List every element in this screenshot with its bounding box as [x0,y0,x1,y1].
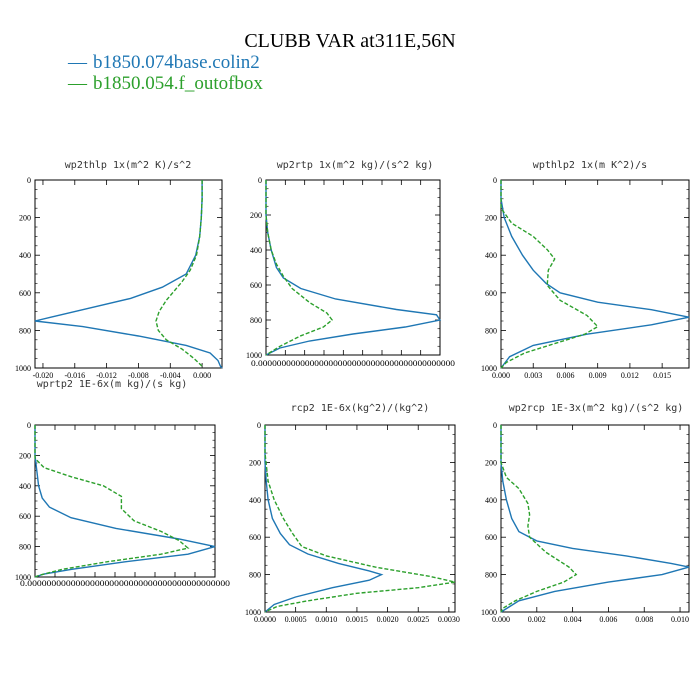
y-tick-label: 0 [27,421,31,430]
series-line-base [265,180,442,356]
x-tick-label: 0.000 [492,615,510,624]
panel-title: rcp2 1E-6x(kg^2)/(kg^2) [291,403,429,414]
y-tick-label: 1000 [481,364,497,373]
panel-3: wpthlp2 1x(m K^2)/s020040060080010000.00… [481,160,690,380]
x-tick-label: 0.006 [599,615,617,624]
y-tick-label: 0 [258,176,262,185]
y-tick-label: 800 [249,571,261,580]
series-line-outofbox [265,180,334,356]
x-tick-label: 0.000 [492,371,510,380]
y-tick-label: 1000 [15,573,31,582]
y-tick-label: 600 [250,281,262,290]
series-line-base [34,425,216,578]
series-line-base [34,180,223,369]
series-line-base [500,425,690,613]
plot-frame [264,424,456,613]
y-tick-label: 800 [485,326,497,335]
plot-frame [265,179,441,356]
panel-1: wp2thlp 1x(m^2 K)/s^202004006008001000-0… [15,160,223,380]
x-tick-label: 0.012 [621,371,639,380]
x-tick-label: 0.0020 [377,615,399,624]
y-tick-label: 600 [19,289,31,298]
panel-title: wp2rtp 1x(m^2 kg)/(s^2 kg) [277,160,434,171]
series-line-base [500,180,690,369]
x-tick-label: -0.016 [64,371,85,380]
figure-title: CLUBB VAR at311E,56N [244,30,456,52]
y-tick-label: 1000 [246,351,262,360]
y-tick-label: 400 [249,496,261,505]
x-tick-label: 0.0030 [438,615,460,624]
y-tick-label: 600 [485,289,497,298]
series-line-outofbox [155,180,203,368]
series-line-base [264,425,384,613]
series-line-outofbox [34,425,190,578]
legend-swatch-outofbox: — [68,73,87,94]
x-tick-label: 0.004 [564,615,582,624]
x-tick-label: 0.006 [556,371,574,380]
y-tick-label: 0 [27,176,31,185]
y-tick-label: 0 [493,421,497,430]
y-tick-label: 800 [19,543,31,552]
panel-6: wp2rcp 1E-3x(m^2 kg)/(s^2 kg) 0 200 400 600 8… [481,403,690,624]
y-tick-label: 400 [485,251,497,260]
panel-title: wpthlp2 1x(m K^2)/s [533,160,647,171]
x-tick-label: -0.008 [128,371,149,380]
x-tick-label: -0.012 [96,371,117,380]
y-tick-label: 200 [19,214,31,223]
x-tick-label: 0.015 [653,371,671,380]
y-tick-label: 400 [485,496,497,505]
x-tick-label-overlap: 0.00000000000000000000000000000000000000… [251,359,455,368]
x-tick-label: 0.010 [671,615,689,624]
y-tick-label: 200 [250,211,262,220]
y-tick-label: 1000 [15,364,31,373]
y-tick-label: 600 [19,512,31,521]
y-tick-label: 400 [19,251,31,260]
panel-title: wp2thlp 1x(m^2 K)/s^2 [65,160,191,171]
plot-frame [500,179,690,369]
panel-5: rcp2 1E-6x(kg^2)/(kg^2) 0 200 400 600 800 1000… [245,403,460,624]
y-tick-label: 600 [485,533,497,542]
plot-frame [34,179,223,369]
x-tick-label-overlap: 0.00000000000000000000000000000000000000… [20,579,230,588]
legend-label-outofbox: b1850.054.f_outofbox [93,73,263,94]
x-tick-label: 0.002 [528,615,546,624]
x-tick-label: -0.004 [160,371,181,380]
x-tick-label: 0.0010 [315,615,337,624]
y-tick-label: 800 [19,326,31,335]
y-tick-label: 1000 [245,608,261,617]
series-line-outofbox [500,180,599,369]
panel-2: wp2rtp 1x(m^2 kg)/(s^2 kg) 0 200 400 600 800 1… [246,160,455,368]
y-tick-label: 800 [485,571,497,580]
x-tick-label: 0.0000 [254,615,276,624]
y-tick-label: 0 [493,176,497,185]
panel-4: wprtp2 1E-6x(m kg)/(s kg) 0 200 400 600 800 10… [15,379,230,588]
y-tick-label: 200 [249,458,261,467]
legend-entry-outofbox: — b1850.054.f_outofbox [68,73,263,95]
legend-label-base: b1850.074base.colin2 [93,52,260,73]
y-tick-label: 800 [250,316,262,325]
y-tick-label: 400 [19,482,31,491]
y-tick-label: 600 [249,533,261,542]
x-tick-label: 0.0015 [346,615,368,624]
x-tick-label: 0.0005 [285,615,307,624]
x-tick-label: -0.020 [33,371,54,380]
x-tick-label: 0.009 [589,371,607,380]
series-line-outofbox [500,425,578,613]
panel-title: wprtp2 1E-6x(m kg)/(s kg) [37,379,188,390]
x-tick-label: 0.0025 [407,615,429,624]
legend-swatch-base: — [68,52,87,73]
x-tick-label: 0.008 [635,615,653,624]
panel-title: wp2rcp 1E-3x(m^2 kg)/(s^2 kg) [509,403,684,414]
y-tick-label: 400 [250,246,262,255]
y-tick-label: 200 [485,458,497,467]
x-tick-label: 0.003 [524,371,542,380]
y-tick-label: 200 [485,214,497,223]
x-tick-label: 0.000 [193,371,211,380]
legend-entry-base: — b1850.074base.colin2 [68,52,260,74]
y-tick-label: 200 [19,451,31,460]
y-tick-label: 0 [257,421,261,430]
series-line-outofbox [264,425,456,613]
y-tick-label: 1000 [481,608,497,617]
